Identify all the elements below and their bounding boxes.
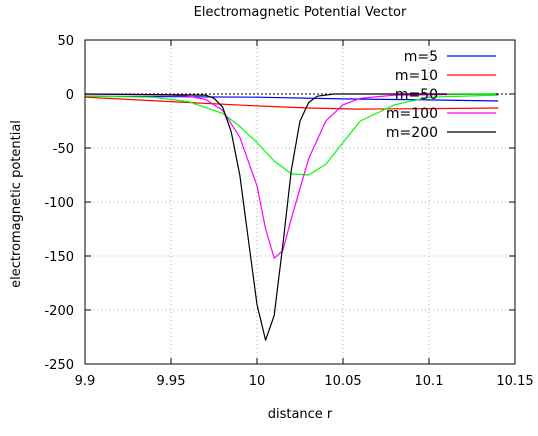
x-tick-label: 9.9 xyxy=(75,374,96,389)
x-tick-label: 10.15 xyxy=(496,374,533,389)
x-tick-label: 10.1 xyxy=(415,374,444,389)
series-line-m-100 xyxy=(84,93,499,259)
y-tick-label: -200 xyxy=(44,304,74,319)
y-tick-label: 0 xyxy=(66,88,74,103)
chart-title: Electromagnetic Potential Vector xyxy=(194,5,407,20)
legend: m=5 m=10 m=50 m=100 m=200 xyxy=(386,49,496,141)
series-line-m-5 xyxy=(84,95,499,102)
x-tick-label: 9.95 xyxy=(157,374,186,389)
legend-label-m-100: m=100 xyxy=(386,106,438,122)
legend-label-m-50: m=50 xyxy=(395,87,438,103)
legend-label-m-5: m=5 xyxy=(404,49,438,65)
x-axis-label: distance r xyxy=(268,407,333,422)
series-line-m-10 xyxy=(84,96,499,110)
x-tick-label: 10 xyxy=(249,374,266,389)
legend-label-m-200: m=200 xyxy=(386,125,438,141)
y-tick-label: -50 xyxy=(53,142,74,157)
y-tick-label: 50 xyxy=(57,34,74,49)
series-lines xyxy=(84,93,499,341)
x-tick-label: 10.05 xyxy=(324,374,361,389)
y-tick-label: -250 xyxy=(44,358,74,373)
y-axis-label: electromagnetic potential xyxy=(9,120,24,288)
legend-label-m-10: m=10 xyxy=(395,68,438,84)
grid xyxy=(85,40,515,364)
axis-ticks: 9.9 9.95 10 10.05 10.1 10.15 -250 -200 -150 -100 -… xyxy=(44,34,533,389)
y-tick-label: -100 xyxy=(44,196,74,211)
y-tick-label: -150 xyxy=(44,250,74,265)
series-line-m-200 xyxy=(84,93,499,341)
